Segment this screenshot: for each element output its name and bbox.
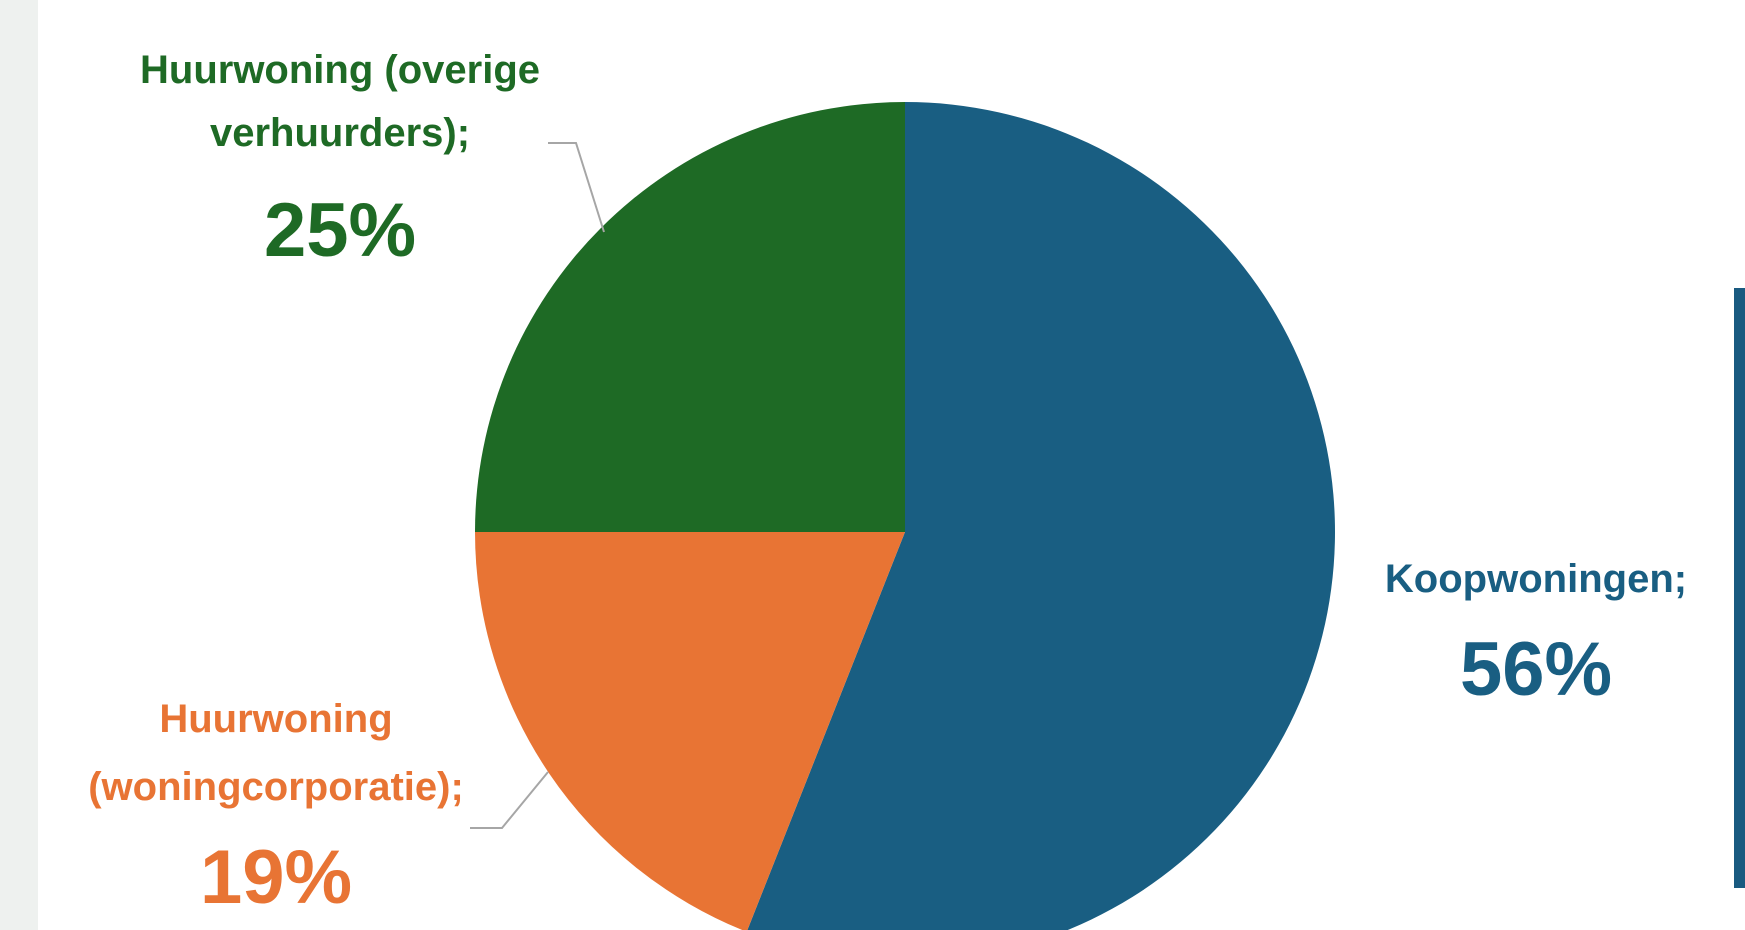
left-edge-strip: [0, 0, 38, 930]
slice-value-label-2: 25%: [264, 188, 416, 273]
leader-line-1: [470, 771, 549, 829]
leader-lines: [470, 142, 605, 829]
pie-slices: [475, 102, 1335, 930]
leader-line-2: [548, 142, 605, 233]
slice-label-2-line-1: verhuurders);: [210, 111, 470, 155]
slice-label-1-line-1: (woningcorporatie);: [88, 765, 464, 809]
slice-label-2-line-0: Huurwoning (overige: [140, 48, 540, 92]
slice-value-label-1: 19%: [200, 835, 352, 920]
pie-slice-0: [747, 102, 1335, 930]
pie-slice-1: [475, 532, 905, 930]
pie-slice-2: [475, 102, 905, 532]
slice-labels: Koopwoningen; 56% Huurwoning (woningcorpora…: [88, 48, 1687, 920]
slice-label-1-line-0: Huurwoning: [159, 697, 392, 741]
slice-label-0-line-0: Koopwoningen;: [1385, 557, 1687, 601]
slice-value-label-0: 56%: [1460, 627, 1612, 712]
right-accent-bar: [1734, 288, 1745, 888]
